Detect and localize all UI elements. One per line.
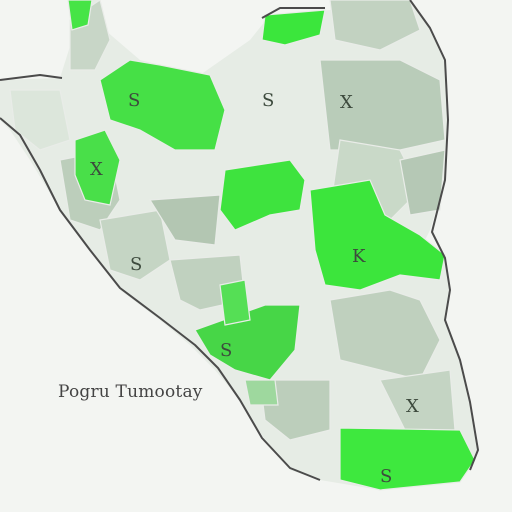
region-northeast (319, 59, 446, 151)
region-green-top (261, 9, 326, 46)
map-caption: Pogru Tumootay (58, 382, 203, 402)
border-east (261, 0, 479, 471)
map-label: S (128, 90, 140, 111)
region-green-southwest (219, 279, 251, 326)
map-label: S (220, 340, 232, 361)
region-green-south-central (194, 304, 301, 381)
region-north (329, 0, 421, 51)
region-south (259, 379, 331, 441)
region-green-left-edge (67, 0, 93, 31)
map-label: S (380, 466, 392, 487)
map-label: X (406, 396, 419, 417)
map-label: S (130, 254, 142, 275)
map-label: S (262, 90, 274, 111)
region-green-pale-east (244, 379, 279, 406)
region-green-center (219, 159, 306, 231)
region-central-west (148, 194, 221, 246)
region-green-south (339, 427, 476, 491)
map-label: X (340, 92, 353, 113)
map-label: X (90, 159, 103, 180)
region-west-2 (99, 209, 171, 281)
region-green-east (309, 179, 446, 291)
region-southeast (329, 289, 441, 381)
region-east-2 (399, 149, 446, 216)
region-green-west (74, 129, 121, 206)
coastline (0, 74, 321, 481)
region-green-northwest (99, 59, 226, 151)
map-label: K (352, 246, 366, 267)
region-west-pale (9, 89, 71, 151)
